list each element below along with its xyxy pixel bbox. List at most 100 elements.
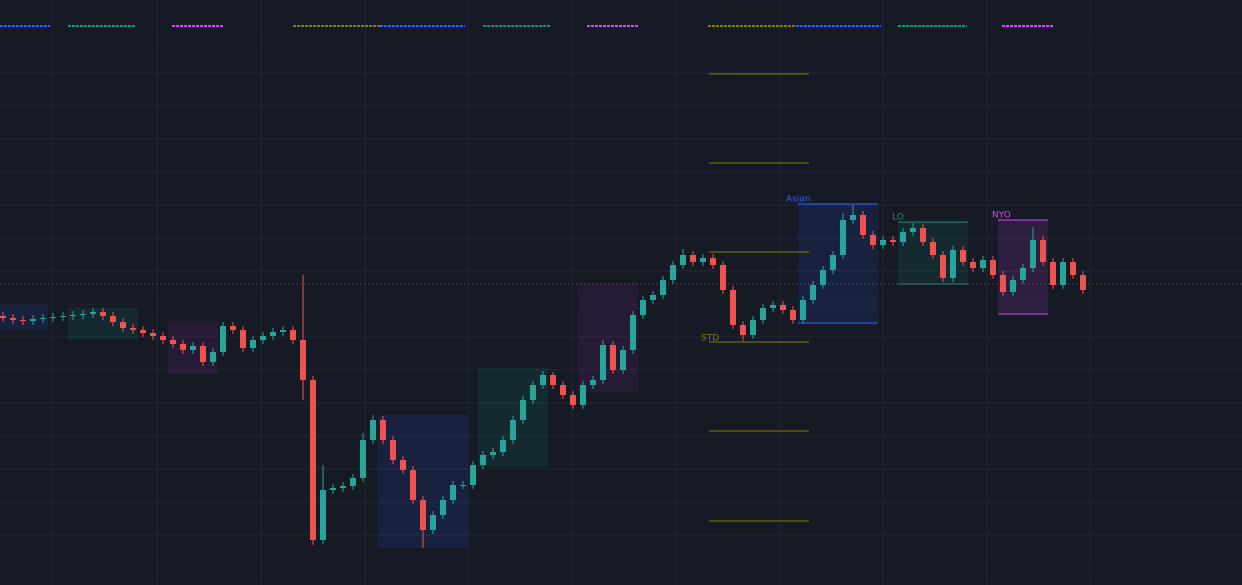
candle-body [730, 290, 736, 325]
candle-body [580, 385, 586, 405]
session-label: NYO [992, 211, 1011, 221]
candle-body [870, 235, 876, 245]
candle-body [820, 270, 826, 285]
candle-body [450, 485, 456, 500]
candle-body [1050, 262, 1056, 285]
candle-body [190, 346, 196, 350]
candle-body [340, 486, 346, 488]
candle-body [630, 315, 636, 350]
candle-body [550, 375, 556, 385]
candle-body [10, 318, 16, 320]
candle-body [680, 255, 686, 265]
candle-body [350, 478, 356, 486]
candle-body [600, 345, 606, 380]
candle-body [440, 500, 446, 515]
candle-body [900, 232, 906, 242]
candle-body [220, 326, 226, 352]
std-label: STD [701, 334, 719, 344]
candle-body [910, 228, 916, 232]
candle-body [840, 220, 846, 255]
candle-body [320, 490, 326, 540]
candle-body [740, 325, 746, 335]
candle-body [1010, 280, 1016, 292]
candle-body [200, 346, 206, 362]
candle-body [520, 400, 526, 420]
candle-body [90, 312, 96, 314]
candle-body [170, 340, 176, 344]
candle-body [950, 250, 956, 278]
candle-body [660, 280, 666, 295]
candle-body [360, 440, 366, 478]
candle-body [830, 255, 836, 270]
candle-body [720, 265, 726, 290]
candle-body [140, 330, 146, 333]
candle-body [150, 333, 156, 336]
candle-body [160, 336, 166, 340]
candle-body [60, 316, 66, 317]
candle-body [510, 420, 516, 440]
candle-body [650, 295, 656, 300]
candle-body [260, 336, 266, 340]
candle-body [40, 318, 46, 319]
candle-body [1040, 240, 1046, 262]
candle-body [690, 255, 696, 262]
candle-body [750, 320, 756, 335]
candle-body [270, 332, 276, 336]
candle-body [230, 326, 236, 330]
candle-body [20, 320, 26, 321]
candle-body [400, 460, 406, 470]
candle-body [940, 255, 946, 278]
candle-body [850, 215, 856, 220]
session-label: LO [892, 213, 904, 223]
candle-body [540, 375, 546, 385]
session-box [0, 305, 48, 330]
candle-body [500, 440, 506, 452]
candle-body [560, 385, 566, 395]
candle-body [930, 242, 936, 255]
candle-body [1060, 262, 1066, 285]
candle-body [460, 485, 466, 486]
candle-body [50, 317, 56, 318]
session-box [578, 283, 638, 392]
candle-body [970, 262, 976, 268]
candle-body [1080, 275, 1086, 290]
candle-body [410, 470, 416, 500]
candle-body [880, 240, 886, 245]
candle-body [240, 330, 246, 348]
candle-body [890, 240, 896, 242]
candle-body [760, 308, 766, 320]
candle-body [70, 315, 76, 316]
candle-body [180, 344, 186, 350]
candle-body [770, 305, 776, 308]
candle-body [330, 488, 336, 490]
candle-body [250, 340, 256, 348]
candle-body [980, 260, 986, 268]
candle-body [670, 265, 676, 280]
candle-body [920, 228, 926, 242]
candle-body [1070, 262, 1076, 275]
candle-body [800, 300, 806, 320]
candle-body [570, 395, 576, 405]
candle-body [710, 258, 716, 265]
candle-body [300, 340, 306, 380]
candle-body [380, 420, 386, 440]
candle-body [420, 500, 426, 530]
candle-body [30, 319, 36, 321]
candle-body [790, 310, 796, 320]
candle-body [780, 305, 786, 310]
candle-body [530, 385, 536, 400]
candle-body [0, 316, 6, 318]
candle-body [110, 316, 116, 322]
candle-body [640, 300, 646, 315]
candle-body [620, 350, 626, 370]
candle-body [990, 260, 996, 275]
candle-body [1030, 240, 1036, 268]
candle-body [130, 328, 136, 330]
candle-body [100, 312, 106, 316]
candle-body [610, 345, 616, 370]
candle-body [430, 515, 436, 530]
candle-body [310, 380, 316, 540]
candle-body [80, 314, 86, 315]
